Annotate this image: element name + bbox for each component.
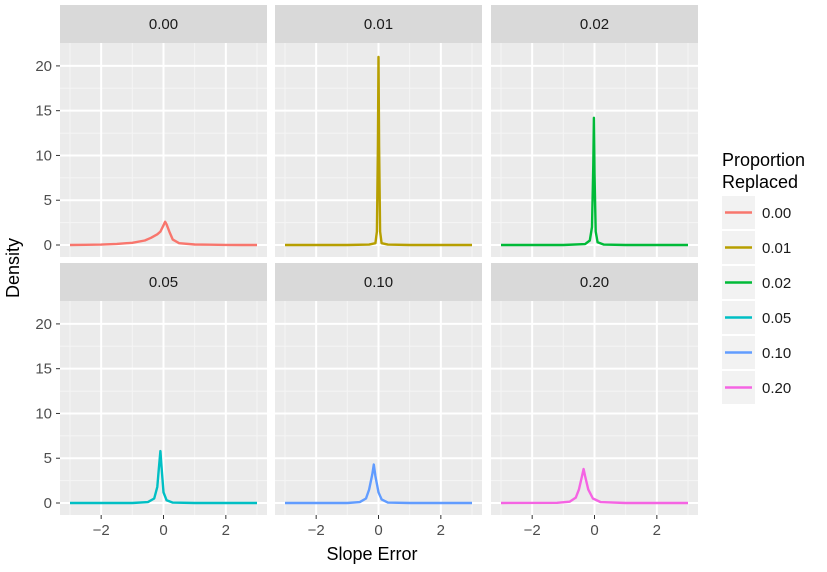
y-tick-label: 20 xyxy=(35,316,52,333)
y-tick-label: 5 xyxy=(44,450,52,467)
facet-panel-0.10: 0.10 xyxy=(275,263,482,515)
density-line-0.00 xyxy=(69,220,257,247)
y-axis-title: Density xyxy=(3,238,23,298)
facet-strip-label: 0.05 xyxy=(149,274,178,291)
y-tick-label: 0 xyxy=(44,495,52,512)
legend-label-0.05: 0.05 xyxy=(762,310,791,327)
density-line-0.10 xyxy=(285,463,472,505)
legend-label-0.10: 0.10 xyxy=(762,345,791,362)
x-tick-label: 2 xyxy=(437,522,445,539)
x-tick-label: 2 xyxy=(653,522,661,539)
facet-strip xyxy=(275,263,482,301)
legend-label-0.20: 0.20 xyxy=(762,380,791,397)
density-line-0.02 xyxy=(501,116,688,247)
x-axis-title: Slope Error xyxy=(326,544,417,564)
y-tick-label: 15 xyxy=(35,103,52,120)
legend-label-0.02: 0.02 xyxy=(762,275,791,292)
y-axis: 0 5 10 15 20 0 5 10 15 20 xyxy=(35,58,60,512)
y-tick-label: 10 xyxy=(35,405,52,422)
y-tick-label: 20 xyxy=(35,58,52,75)
facet-panel-0.00: 0.00 xyxy=(60,5,267,257)
facet-panel-0.05: 0.05 xyxy=(60,263,267,515)
density-line-0.20 xyxy=(500,467,688,505)
x-tick-label: −2 xyxy=(308,522,325,539)
facet-panel-0.01: 0.01 xyxy=(275,5,482,257)
facet-strip xyxy=(275,5,482,43)
legend-label-0.01: 0.01 xyxy=(762,240,791,257)
legend-label-0.00: 0.00 xyxy=(762,205,791,222)
facet-strip xyxy=(60,5,267,43)
facet-strip xyxy=(491,263,698,301)
facet-strip-label: 0.20 xyxy=(580,274,609,291)
facet-strip xyxy=(60,263,267,301)
density-line-0.01 xyxy=(285,55,472,247)
y-tick-label: 0 xyxy=(44,237,52,254)
x-tick-label: −2 xyxy=(524,522,541,539)
y-tick-label: 10 xyxy=(35,147,52,164)
facet-strip-label: 0.00 xyxy=(149,16,178,33)
facet-panels: 0.00 0.01 0.02 0.05 0.10 0.20 xyxy=(60,5,698,515)
legend-title: Proportion xyxy=(722,150,805,170)
legend-title: Replaced xyxy=(722,172,798,192)
x-tick-label: −2 xyxy=(93,522,110,539)
facet-panel-0.02: 0.02 xyxy=(491,5,698,257)
facet-strip-label: 0.10 xyxy=(364,274,393,291)
x-axis: −2 0 2 −2 0 2 −2 0 2 xyxy=(93,515,661,539)
x-tick-label: 0 xyxy=(590,522,598,539)
density-line-0.05 xyxy=(70,449,257,505)
x-tick-label: 0 xyxy=(374,522,382,539)
y-tick-label: 5 xyxy=(44,192,52,209)
facet-strip-label: 0.01 xyxy=(364,16,393,33)
x-tick-label: 0 xyxy=(159,522,167,539)
facet-panel-0.20: 0.20 xyxy=(491,263,698,515)
facet-strip xyxy=(491,5,698,43)
x-tick-label: 2 xyxy=(222,522,230,539)
y-tick-label: 15 xyxy=(35,361,52,378)
facet-strip-label: 0.02 xyxy=(580,16,609,33)
